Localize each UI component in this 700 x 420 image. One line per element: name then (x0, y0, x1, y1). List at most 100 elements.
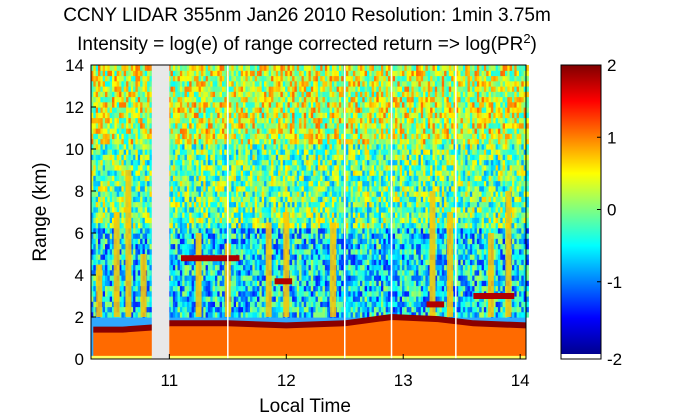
noise-cell (217, 227, 221, 234)
noise-cell (123, 233, 127, 239)
noise-cell (147, 185, 150, 192)
noise-cell (481, 264, 485, 271)
noise-cell (294, 311, 298, 318)
noise-cell (395, 301, 398, 308)
noise-cell (502, 233, 506, 239)
noise-cell (100, 227, 104, 234)
noise-cell (210, 243, 214, 250)
noise-cell (240, 185, 244, 192)
noise-cell (364, 206, 368, 213)
noise-cell (341, 206, 345, 213)
noise-cell (526, 191, 529, 197)
noise-cell (308, 306, 312, 313)
noise-cell (219, 191, 223, 197)
noise-cell (310, 201, 314, 208)
noise-cell (250, 296, 253, 302)
noise-cell (100, 185, 104, 192)
noise-cell (411, 212, 415, 218)
noise-cell (374, 222, 377, 229)
noise-cell (301, 222, 305, 229)
noise-cell (95, 222, 99, 229)
noise-cell (458, 191, 462, 197)
noise-cell (172, 201, 176, 208)
noise-cell (395, 185, 398, 192)
noise-cell (378, 264, 382, 271)
noise-cell (514, 196, 518, 203)
noise-cell (374, 196, 377, 203)
noise-cell (280, 233, 284, 239)
noise-cell (317, 217, 321, 224)
noise-cell (252, 259, 256, 266)
noise-cell (105, 185, 108, 192)
noise-cell (483, 285, 487, 292)
noise-cell (172, 222, 176, 229)
noise-cell (444, 311, 447, 318)
noise-cell (210, 280, 214, 287)
noise-cell (338, 254, 342, 260)
noise-cell (133, 290, 136, 297)
noise-cell (479, 180, 483, 187)
noise-cell (481, 217, 485, 224)
noise-cell (362, 227, 366, 234)
noise-cell (469, 290, 473, 297)
noise-cell (425, 217, 429, 224)
noise-cell (210, 206, 214, 213)
noise-cell (186, 233, 190, 239)
noise-cell (172, 180, 176, 187)
noise-cell (497, 301, 501, 308)
noise-cell (369, 306, 373, 313)
noise-cell (306, 238, 310, 245)
noise-cell (107, 212, 111, 218)
noise-cell (102, 243, 106, 250)
noise-cell (383, 296, 387, 302)
noise-cell (313, 259, 317, 266)
noise-cell (455, 264, 459, 271)
noise-cell (327, 243, 331, 250)
noise-cell (395, 280, 398, 287)
noise-cell (236, 275, 239, 281)
noise-cell (114, 196, 118, 203)
noise-cell (526, 311, 529, 318)
noise-cell (341, 196, 345, 203)
noise-cell (441, 180, 445, 187)
noise-cell (512, 212, 515, 218)
noise-cell (102, 196, 106, 203)
noise-cell (397, 285, 401, 292)
noise-cell (409, 180, 412, 187)
noise-cell (371, 233, 375, 239)
noise-cell (299, 206, 302, 213)
noise-cell (402, 196, 405, 203)
noise-cell (448, 196, 452, 203)
noise-cell (250, 264, 253, 271)
noise-cell (252, 206, 256, 213)
noise-cell (420, 306, 424, 313)
noise-cell (252, 238, 256, 245)
noise-cell (303, 290, 307, 297)
noise-cell (420, 285, 424, 292)
noise-cell (317, 275, 321, 281)
noise-cell (350, 191, 354, 197)
noise-cell (467, 233, 471, 239)
noise-cell (495, 227, 499, 234)
noise-cell (434, 280, 438, 287)
noise-cell (268, 201, 272, 208)
noise-cell (205, 196, 209, 203)
noise-cell (336, 175, 340, 182)
noise-cell (184, 180, 188, 187)
noise-cell (215, 290, 218, 297)
noise-cell (385, 222, 389, 229)
noise-cell (308, 259, 312, 266)
noise-cell (91, 306, 94, 313)
noise-cell (271, 222, 274, 229)
noise-cell (107, 296, 111, 302)
noise-cell (395, 196, 398, 203)
noise-cell (341, 227, 345, 234)
noise-cell (130, 185, 134, 192)
noise-cell (355, 285, 359, 292)
noise-cell (271, 191, 274, 197)
noise-cell (210, 259, 214, 266)
noise-cell (135, 196, 139, 203)
noise-cell (455, 206, 459, 213)
noise-cell (413, 238, 417, 245)
noise-cell (254, 212, 258, 218)
